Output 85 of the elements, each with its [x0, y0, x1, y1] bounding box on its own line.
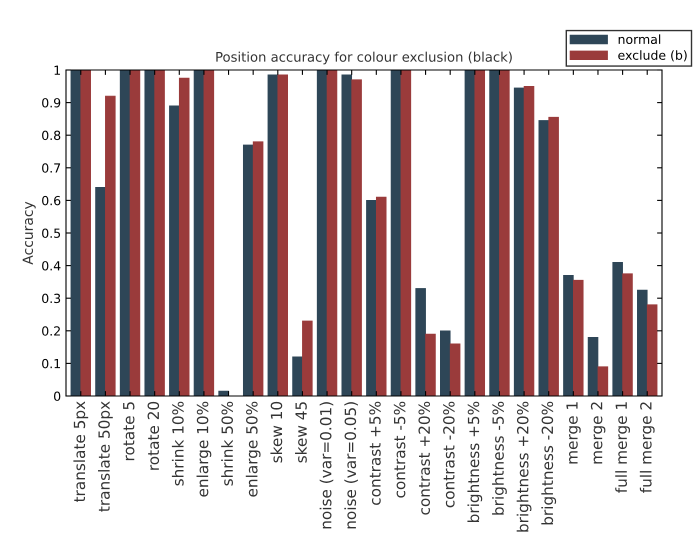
bar — [450, 343, 460, 396]
bar — [277, 74, 288, 396]
bar — [326, 70, 338, 396]
bar — [425, 334, 436, 396]
x-tick-label: shrink 50% — [221, 402, 233, 486]
legend-label: normal — [618, 34, 660, 44]
x-tick-label: translate 5px — [73, 401, 88, 502]
x-tick-label: brightness -20% — [541, 402, 556, 524]
bar — [499, 70, 510, 396]
bar — [598, 366, 608, 396]
bar — [341, 74, 352, 396]
bar — [70, 70, 82, 396]
bar — [302, 320, 313, 396]
bar — [474, 70, 486, 396]
x-tick-label: skew 10 — [270, 402, 282, 462]
bar — [154, 70, 165, 396]
bar — [548, 116, 559, 396]
y-tick-label: 0.9 — [42, 98, 60, 108]
bar — [400, 70, 412, 396]
bar — [169, 106, 180, 396]
x-tick-label: contrast +20% — [418, 402, 430, 515]
y-tick-label: 0.6 — [42, 196, 60, 206]
x-tick-label: noise (var=0.05) — [344, 402, 358, 528]
x-tick-label: merge 1 — [566, 402, 581, 464]
x-tick-label: brightness +5% — [467, 402, 482, 522]
bar — [80, 70, 91, 396]
chart-title: Position accuracy for colour exclusion (black) — [216, 52, 512, 64]
bar — [316, 70, 328, 396]
bar — [144, 70, 156, 396]
x-tick-label: brightness -5% — [492, 402, 507, 515]
y-tick-label: 1 — [54, 66, 60, 75]
bar — [268, 74, 278, 396]
bar — [646, 304, 658, 396]
x-tick-label: shrink 10% — [172, 402, 184, 486]
bar — [524, 86, 534, 396]
bar — [292, 356, 303, 396]
y-tick-label: 0 — [54, 391, 60, 401]
bar — [563, 275, 574, 396]
bar — [120, 70, 130, 396]
bar — [588, 336, 598, 396]
bar — [440, 330, 451, 396]
x-tick-label: enlarge 50% — [246, 402, 261, 497]
y-tick-label: 0.7 — [42, 163, 60, 173]
y-tick-label: 0.5 — [42, 228, 60, 238]
bar — [351, 79, 362, 396]
bar — [572, 280, 584, 396]
y-tick-label: 0.8 — [42, 130, 60, 140]
bar — [130, 70, 140, 396]
bar — [622, 273, 633, 396]
bar — [105, 96, 116, 396]
bar — [252, 141, 264, 396]
bar — [366, 200, 377, 396]
y-tick-label: 0.3 — [42, 294, 60, 304]
y-tick-label: 0.4 — [42, 261, 60, 271]
x-tick-label: noise (var=0.01) — [320, 402, 334, 528]
x-tick-label: contrast +5% — [369, 402, 381, 505]
y-axis-title: Accuracy — [22, 202, 36, 265]
bar — [514, 88, 524, 396]
x-tick-label: full merge 2 — [640, 402, 655, 493]
x-tick-label: rotate 20 — [148, 402, 160, 470]
bar — [376, 196, 387, 396]
x-tick-label: contrast -5% — [394, 402, 406, 498]
bar — [612, 262, 623, 396]
bar — [242, 144, 254, 396]
bar — [415, 288, 426, 396]
x-tick-label: rotate 5 — [123, 402, 134, 460]
y-tick-label: 0.1 — [42, 358, 60, 368]
bar — [95, 187, 106, 396]
x-tick-label: merge 2 — [590, 402, 606, 464]
bar — [204, 70, 214, 396]
bar — [194, 70, 204, 396]
x-tick-label: full merge 1 — [615, 402, 630, 493]
bar — [390, 70, 402, 396]
bar — [464, 70, 476, 396]
y-tick-label: 0.2 — [42, 326, 60, 336]
x-tick-label: contrast -20% — [443, 402, 455, 508]
legend-label: exclude (b) — [618, 50, 687, 62]
bar — [637, 290, 648, 396]
x-tick-label: enlarge 10% — [196, 402, 212, 497]
bar — [489, 70, 500, 396]
bar — [178, 78, 190, 396]
bar — [538, 120, 550, 396]
x-tick-label: brightness +20% — [516, 402, 532, 532]
x-tick-label: translate 50px — [98, 401, 113, 512]
x-tick-label: skew 45 — [295, 402, 307, 462]
